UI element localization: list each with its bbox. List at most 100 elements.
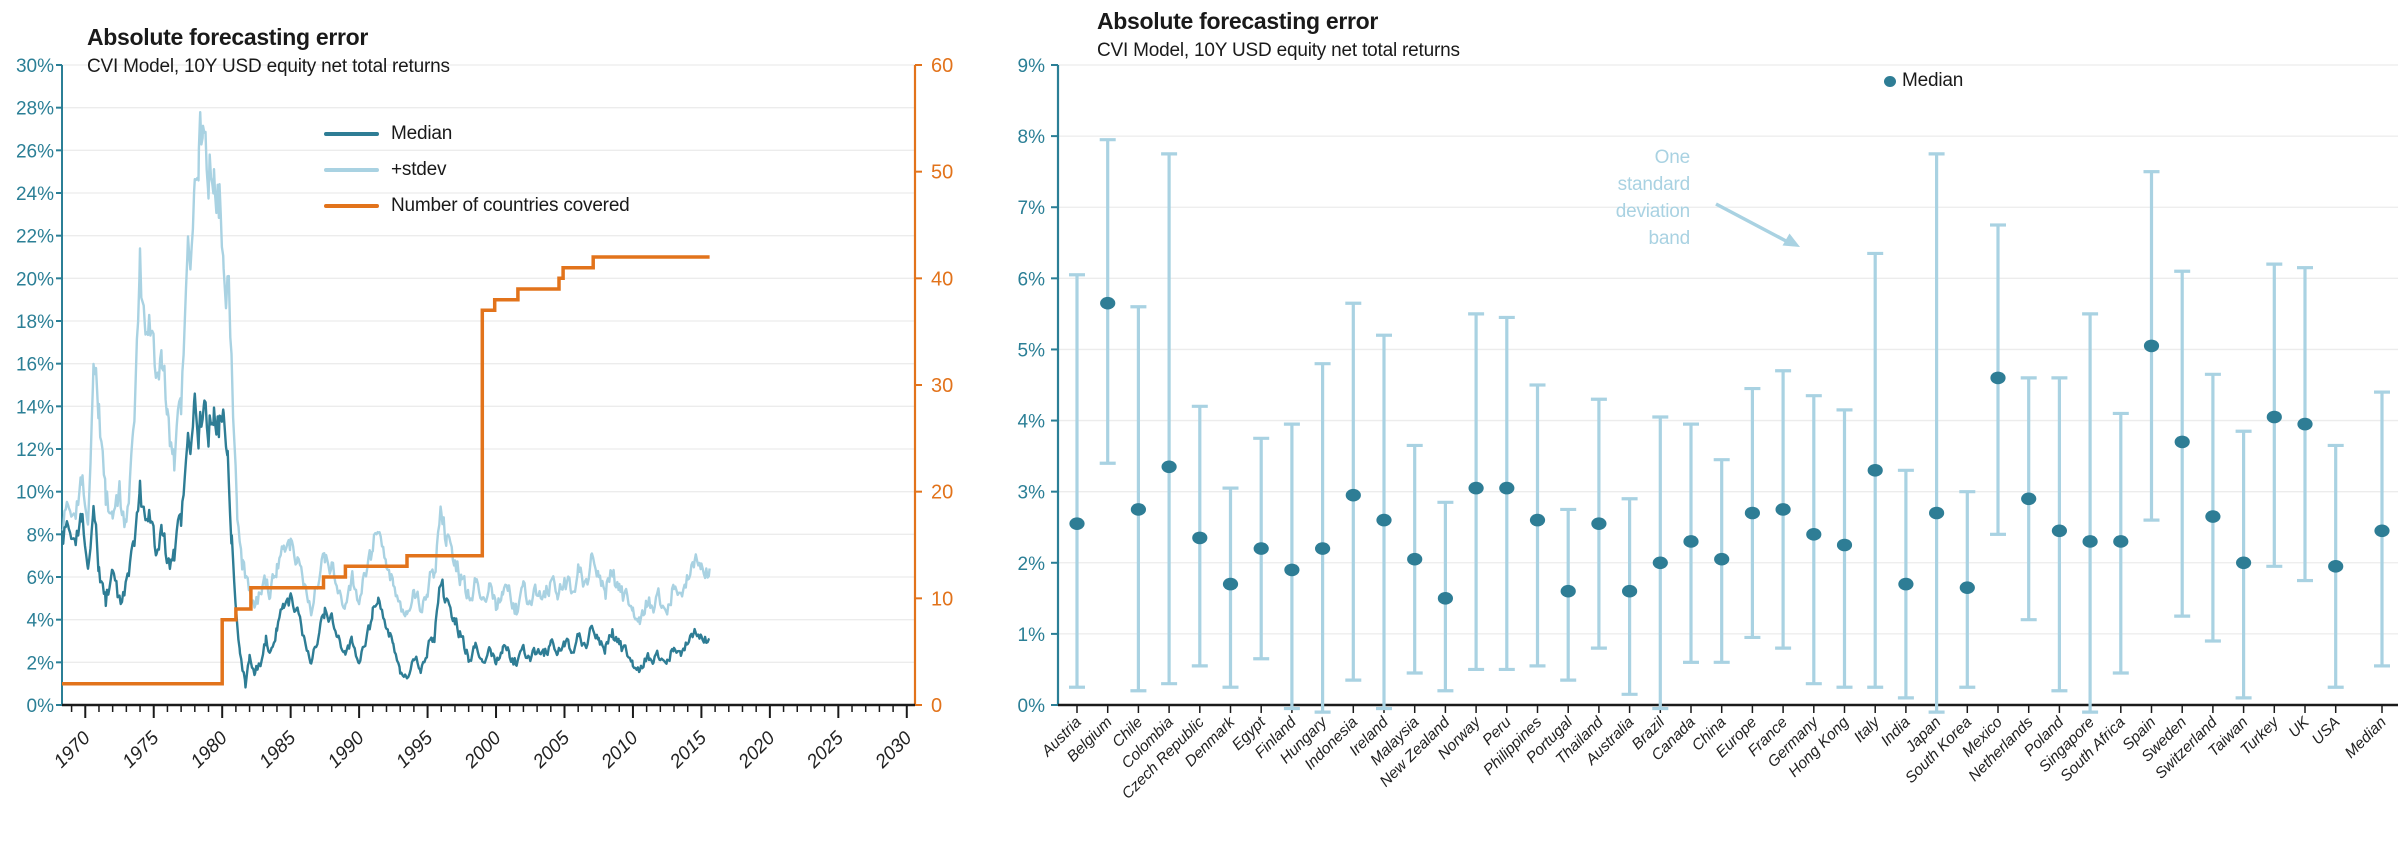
right-chart-y-tick-label: 4%	[1018, 412, 1046, 433]
right-chart-subtitle: CVI Model, 10Y USD equity net total retu…	[1097, 40, 1460, 61]
errorbar-germany	[1805, 394, 1822, 686]
left-y-tick-label: 0%	[27, 696, 55, 717]
median-dot	[2205, 510, 2221, 523]
median-dot	[1744, 506, 1760, 520]
median-dot	[1990, 371, 2006, 385]
annotation-line: band	[1648, 228, 1691, 249]
errorbar-median	[2374, 390, 2390, 668]
left-y-tick-label: 22%	[16, 227, 54, 248]
errorbar-singapore	[2082, 312, 2099, 714]
median-dot	[1222, 577, 1239, 591]
right-y-tick-label: 0	[931, 695, 942, 717]
legend-label: Median	[391, 123, 453, 144]
right-chart-y-tick-label: 5%	[1018, 340, 1046, 361]
median-dot	[1130, 503, 1146, 516]
median-dot	[2266, 410, 2282, 424]
right-chart-y-tick-label: 8%	[1018, 127, 1046, 148]
median-dot	[2328, 560, 2344, 573]
annotation-arrow	[1715, 202, 1787, 243]
errorbar-new-zealand	[1437, 500, 1454, 693]
right-y-tick-label: 10	[931, 588, 953, 610]
right-chart-plot: 0%1%2%3%4%5%6%7%8%9%AustriaBelgiumChileC…	[1018, 56, 2398, 803]
left-y-tick-label: 18%	[16, 312, 54, 333]
left-x-tick-label: 2005	[529, 727, 575, 773]
right-chart-y-tick-label: 0%	[1018, 696, 1046, 717]
median-dot	[1192, 531, 1208, 545]
errorbar-china	[1713, 458, 1730, 664]
right-y-tick-label: 40	[931, 268, 953, 290]
errorbar-ireland	[1376, 333, 1392, 711]
median-dot	[1929, 506, 1945, 520]
errorbar-indonesia	[1345, 301, 1362, 682]
errorbar-portugal	[1560, 507, 1577, 682]
median-dot	[1069, 517, 1085, 530]
median-dot	[2082, 535, 2098, 548]
right-y-tick-label: 60	[931, 55, 953, 77]
errorbar-norway	[1468, 312, 1485, 672]
median-dot	[1806, 528, 1822, 541]
median-dot	[1253, 542, 1269, 555]
errorbar-thailand	[1590, 397, 1607, 650]
errorbar-netherlands	[2020, 376, 2037, 622]
category-label: Median	[2342, 714, 2390, 762]
right-chart-y-tick-label: 3%	[1018, 483, 1046, 504]
errorbar-czech-republic	[1191, 404, 1208, 668]
median-dot	[1315, 542, 1331, 555]
median-dot	[1591, 517, 1607, 530]
median-dot	[1407, 552, 1423, 566]
left-x-tick-label: 1970	[50, 727, 95, 772]
median-dot	[2374, 524, 2390, 538]
errorbar-belgium	[1099, 138, 1116, 465]
median-dot	[1499, 481, 1515, 495]
left-y-tick-label: 10%	[16, 483, 54, 504]
left-y-tick-label: 14%	[16, 397, 54, 418]
median-dot	[1100, 296, 1116, 310]
median-dot	[1622, 584, 1638, 598]
category-label: USA	[2309, 714, 2344, 749]
median-dot	[2051, 524, 2067, 538]
right-y-tick-label: 20	[931, 482, 953, 504]
left-y-tick-label: 24%	[16, 184, 54, 205]
left-x-tick-label: 1980	[187, 727, 232, 772]
median-dot	[1284, 563, 1300, 577]
errorbar-uk	[2297, 266, 2313, 583]
median-dot	[1775, 503, 1791, 516]
median-dot	[2174, 435, 2190, 449]
median-dot	[1437, 592, 1453, 605]
left-x-tick-label: 2015	[665, 727, 711, 773]
median-dot	[1683, 535, 1699, 548]
left-y-tick-label: 4%	[27, 611, 55, 632]
annotation-arrowhead	[1782, 233, 1800, 247]
series-number-of-countries-covered	[62, 255, 710, 686]
legend-label: Number of countries covered	[391, 195, 630, 216]
errorbar-taiwan	[2235, 429, 2252, 700]
median-dot	[1161, 460, 1177, 474]
median-dot	[1529, 513, 1546, 527]
left-y-tick-label: 2%	[27, 653, 55, 674]
left-chart-legend: Median +stdev Number of countries covered	[324, 116, 630, 224]
errorbar-italy	[1867, 251, 1884, 689]
left-x-tick-label: 2010	[597, 727, 643, 773]
errorbar-south-africa	[2112, 411, 2129, 675]
errorbar-turkey	[2266, 262, 2283, 568]
errorbar-chile	[1130, 305, 1147, 693]
errorbar-malaysia	[1406, 443, 1423, 675]
errorbar-peru	[1498, 315, 1515, 672]
median-dot	[1468, 481, 1484, 495]
left-y-tick-label: 30%	[16, 56, 54, 77]
legend-line-icon	[324, 168, 379, 172]
left-y-tick-label: 20%	[16, 269, 54, 290]
errorbar-canada	[1683, 422, 1699, 664]
series-median	[60, 392, 711, 689]
right-chart-y-tick-label: 9%	[1018, 56, 1046, 77]
left-x-tick-label: 2030	[871, 727, 917, 773]
errorbar-poland	[2051, 376, 2068, 693]
median-dot	[1867, 464, 1883, 477]
median-dot	[1652, 556, 1668, 570]
stdev-band-annotation: One standard deviation band	[1540, 144, 1690, 252]
errorbar-sweden	[2174, 269, 2191, 618]
errorbar-finland	[1283, 422, 1300, 711]
left-chart-title: Absolute forecasting error	[87, 24, 369, 50]
